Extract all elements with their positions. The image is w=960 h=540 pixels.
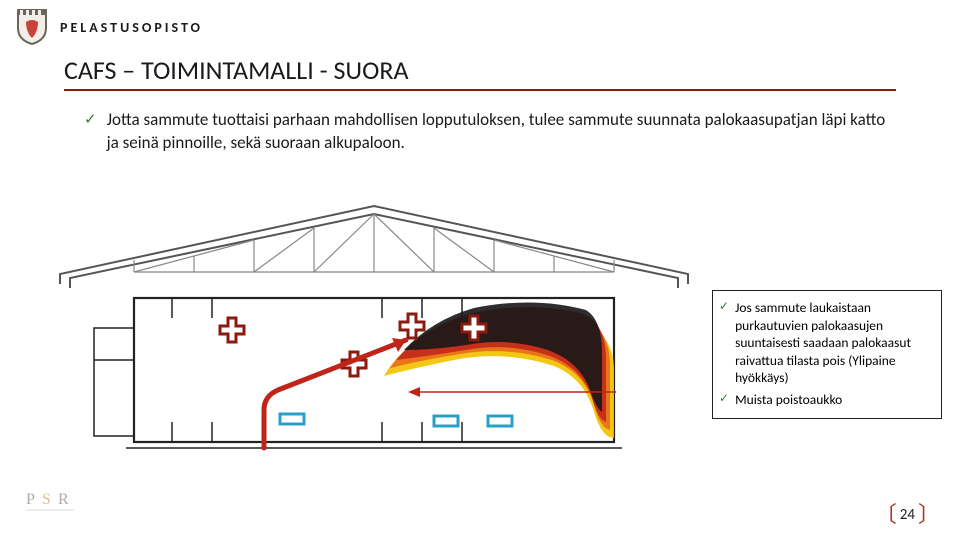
- svg-text:P: P: [26, 491, 37, 508]
- main-bullet-text: Jotta sammute tuottaisi parhaan mahdolli…: [107, 109, 896, 155]
- psr-logo: P S R: [24, 486, 88, 522]
- check-icon: ✓: [719, 299, 729, 387]
- check-icon: ✓: [719, 391, 729, 409]
- page-number: 〔 24 〕: [875, 504, 940, 526]
- check-icon: ✓: [84, 109, 97, 155]
- slide-title: CAFS – TOIMINTAMALLI - SUORA: [64, 54, 896, 91]
- org-name: PELASTUSOPISTO: [60, 19, 203, 36]
- page-number-value: 24: [900, 506, 915, 524]
- minus-markers: [280, 414, 512, 426]
- callout-item-2: Muista poistoaukko: [735, 391, 842, 409]
- hose-arrow: [264, 338, 406, 448]
- svg-text:S: S: [42, 491, 53, 508]
- shield-logo: [16, 8, 48, 46]
- callout-box: ✓ Jos sammute laukaistaan purkautuvien p…: [712, 290, 942, 419]
- main-bullet: ✓ Jotta sammute tuottaisi parhaan mahdol…: [0, 91, 960, 155]
- bracket-right-icon: 〕: [918, 504, 940, 526]
- bracket-left-icon: 〔: [875, 504, 897, 526]
- building-diagram: [54, 200, 694, 460]
- svg-text:R: R: [58, 491, 71, 508]
- callout-item-1: Jos sammute laukaistaan purkautuvien pal…: [735, 299, 931, 387]
